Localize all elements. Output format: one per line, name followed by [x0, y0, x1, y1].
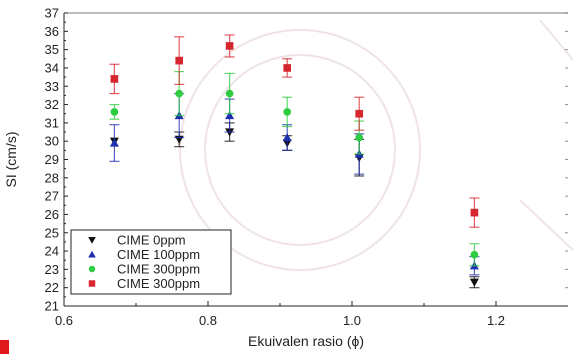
data-point — [175, 89, 184, 98]
y-tick-label: 32 — [45, 97, 59, 112]
legend-marker — [88, 280, 96, 287]
legend-marker — [88, 236, 96, 244]
data-point — [470, 208, 479, 217]
y-tick-label: 33 — [45, 79, 59, 94]
y-tick-label: 28 — [45, 170, 59, 185]
y-axis-label: SI (cm/s) — [3, 132, 19, 188]
x-tick-label: 1.0 — [343, 313, 361, 328]
data-point — [225, 111, 235, 120]
data-point — [470, 250, 479, 259]
y-tick-label: 21 — [45, 299, 59, 314]
data-point — [282, 133, 292, 142]
x-axis-label: Ekuivalen rasio (ϕ) — [248, 333, 364, 349]
data-point — [225, 42, 234, 50]
y-tick-label: 30 — [45, 134, 59, 149]
data-point — [110, 75, 119, 83]
y-tick-label: 35 — [45, 42, 59, 57]
legend-label: CIME 300ppm — [117, 276, 200, 291]
watermark — [179, 19, 573, 271]
legend-box — [70, 229, 232, 295]
y-tick-label: 36 — [45, 24, 59, 39]
x-tick-label: 0.8 — [199, 313, 217, 328]
x-tick-label: 0.6 — [55, 313, 73, 328]
legend-label: CIME 300ppm — [117, 262, 200, 277]
legend-marker — [88, 265, 96, 273]
data-point — [225, 89, 234, 98]
y-tick-label: 31 — [45, 115, 59, 130]
legend-marker — [88, 250, 96, 258]
data-point — [355, 133, 364, 142]
legend-label: CIME 0ppm — [117, 233, 186, 248]
data-point — [283, 64, 292, 72]
x-tick-label: 1.2 — [487, 313, 505, 328]
legend-label: CIME 100ppm — [117, 247, 200, 262]
data-point — [283, 108, 292, 116]
corner-marker — [0, 340, 9, 354]
data-point — [175, 56, 184, 65]
data-point — [109, 138, 119, 147]
axes: 21 22 23 24 25 26 27 28 29 30 31 32 33 34 35 36 37 0.6 0.8… — [45, 6, 568, 328]
y-tick-label: 24 — [45, 244, 59, 259]
y-tick-label: 34 — [45, 60, 59, 75]
y-tick-label: 22 — [45, 280, 59, 295]
data-point — [469, 278, 479, 287]
y-tick-label: 23 — [45, 262, 59, 277]
series-4 — [109, 34, 480, 228]
data-point — [110, 108, 119, 116]
data-marks — [109, 34, 480, 289]
y-tick-label: 29 — [45, 152, 59, 167]
y-tick-label: 25 — [45, 225, 59, 240]
data-point — [355, 109, 364, 118]
y-tick-label: 27 — [45, 189, 59, 204]
y-tick-label: 26 — [45, 207, 59, 222]
y-tick-label: 37 — [45, 6, 59, 21]
